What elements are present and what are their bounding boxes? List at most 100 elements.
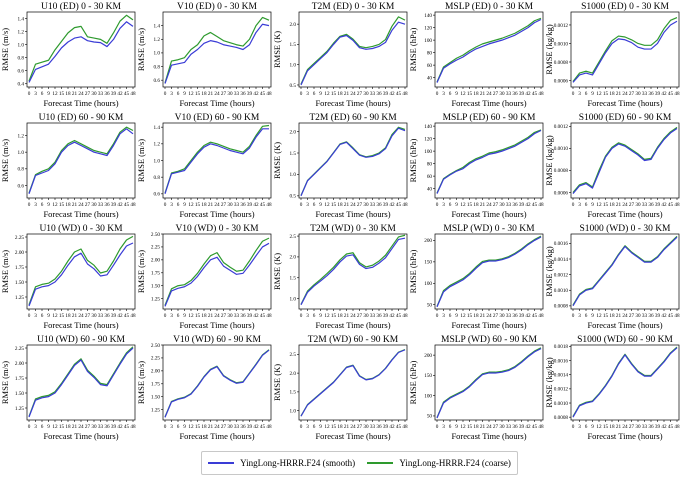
y-tick-label: 0.0018 xyxy=(554,344,569,350)
y-tick-label: 1.0 xyxy=(18,150,25,156)
x-tick-label: 18 xyxy=(337,313,343,319)
series-line-smooth xyxy=(300,237,406,306)
x-tick-label: 48 xyxy=(402,91,408,97)
x-tick-label: 3 xyxy=(34,424,37,430)
x-tick-label: 15 xyxy=(195,313,201,319)
series-line-coarse xyxy=(300,348,406,417)
x-tick-label: 12 xyxy=(52,202,58,208)
x-tick-label: 6 xyxy=(41,313,44,319)
x-tick-label: 18 xyxy=(201,313,207,319)
legend-swatch-coarse xyxy=(367,462,394,464)
x-tick-label: 24 xyxy=(622,202,628,208)
x-tick-label: 39 xyxy=(383,424,389,430)
x-tick-label: 9 xyxy=(591,313,594,319)
x-tick-label: 45 xyxy=(396,91,402,97)
series-line-smooth xyxy=(300,349,406,417)
x-tick-label: 24 xyxy=(350,91,356,97)
x-tick-label: 36 xyxy=(240,313,246,319)
x-tick-label: 6 xyxy=(449,202,452,208)
x-tick-label: 6 xyxy=(177,313,180,319)
x-tick-label: 3 xyxy=(306,202,309,208)
x-tick-label: 27 xyxy=(493,202,499,208)
y-tick-label: 0.0016 xyxy=(554,241,569,247)
x-tick-label: 6 xyxy=(585,91,588,97)
x-tick-label: 36 xyxy=(104,202,110,208)
chart-title: MSLP (WD) 0 - 30 KM xyxy=(443,223,535,234)
y-tick-label: 40 xyxy=(427,75,433,81)
x-tick-label: 15 xyxy=(603,424,609,430)
x-tick-label: 12 xyxy=(52,91,58,97)
chart-panel-3: MSLP (ED) 0 - 30 KM0 3 6 9 12 15 18 21 24 27 30 33 3… xyxy=(408,1,544,108)
x-tick-label: 45 xyxy=(124,91,130,97)
plot-frame xyxy=(162,344,272,421)
y-tick-label: 2.25 xyxy=(15,235,24,241)
series-line-coarse xyxy=(28,126,134,194)
series-line-smooth xyxy=(572,236,678,307)
x-axis-label: Forecast Time (hours) xyxy=(315,209,390,219)
y-tick-label: 1.75 xyxy=(15,376,24,382)
x-tick-label: 9 xyxy=(47,313,50,319)
x-tick-label: 30 xyxy=(499,313,505,319)
y-tick-label: 1.4 xyxy=(154,23,161,29)
x-tick-label: 39 xyxy=(519,424,525,430)
x-tick-label: 39 xyxy=(655,313,661,319)
x-tick-label: 42 xyxy=(389,424,395,430)
x-tick-label: 42 xyxy=(525,202,531,208)
x-tick-label: 45 xyxy=(668,91,674,97)
x-tick-label: 21 xyxy=(72,202,78,208)
x-tick-label: 3 xyxy=(170,202,173,208)
x-tick-label: 15 xyxy=(603,202,609,208)
y-tick-label: 0.8 xyxy=(154,64,161,70)
y-tick-label: 0.0016 xyxy=(554,358,569,364)
chart-title: S1000 (ED) 0 - 30 KM xyxy=(581,1,669,12)
x-tick-label: 42 xyxy=(389,313,395,319)
x-tick-label: 48 xyxy=(674,313,680,319)
y-tick-label: 1.50 xyxy=(151,284,160,290)
x-tick-label: 42 xyxy=(253,313,259,319)
x-tick-label: 12 xyxy=(188,424,194,430)
x-axis-label: Forecast Time (hours) xyxy=(315,431,390,441)
x-tick-label: 3 xyxy=(578,424,581,430)
chart-panel-11: V10 (WD) 0 - 30 KM0 3 6 9 12 15 18 21 24 27 30 33 36… xyxy=(136,223,272,330)
x-tick-label: 39 xyxy=(655,424,661,430)
x-tick-label: 42 xyxy=(117,313,123,319)
chart-title: T2M (WD) 0 - 30 KM xyxy=(310,223,396,234)
y-axis-label: RMSE (m/s) xyxy=(0,250,10,293)
chart-title: V10 (WD) 0 - 30 KM xyxy=(175,223,259,234)
x-axis-label: Forecast Time (hours) xyxy=(179,98,254,108)
x-tick-label: 36 xyxy=(376,313,382,319)
x-axis-label: Forecast Time (hours) xyxy=(587,320,662,330)
x-tick-label: 21 xyxy=(480,202,486,208)
x-tick-label: 21 xyxy=(72,91,78,97)
x-tick-label: 3 xyxy=(34,202,37,208)
x-tick-label: 12 xyxy=(188,202,194,208)
x-tick-label: 0 xyxy=(28,202,31,208)
x-tick-label: 0 xyxy=(164,313,167,319)
y-tick-label: 0.0010 xyxy=(554,146,569,152)
x-tick-label: 48 xyxy=(266,202,272,208)
y-tick-label: 60 xyxy=(427,63,433,69)
y-tick-label: 100 xyxy=(424,149,432,155)
chart-panel-7: T2M (ED) 60 - 90 KM0 3 6 9 12 15 18 21 24 27 30 33 3… xyxy=(272,112,408,219)
x-tick-label: 9 xyxy=(183,424,186,430)
x-tick-label: 36 xyxy=(376,424,382,430)
x-tick-label: 18 xyxy=(65,202,71,208)
y-axis-label: RMSE (K) xyxy=(272,31,282,68)
x-tick-label: 0 xyxy=(300,202,303,208)
series-line-coarse xyxy=(28,14,134,82)
series-line-smooth xyxy=(164,242,270,307)
series-line-coarse xyxy=(164,16,270,84)
x-tick-label: 45 xyxy=(124,313,130,319)
x-tick-label: 42 xyxy=(661,424,667,430)
chart-title: U10 (ED) 0 - 30 KM xyxy=(41,1,122,12)
x-tick-label: 18 xyxy=(65,313,71,319)
series-line-coarse xyxy=(436,347,542,418)
x-tick-label: 24 xyxy=(486,202,492,208)
x-tick-label: 33 xyxy=(642,91,648,97)
chart-title: V10 (ED) 60 - 90 KM xyxy=(175,112,260,123)
x-tick-label: 45 xyxy=(396,313,402,319)
y-tick-label: 0.0010 xyxy=(554,401,569,407)
x-tick-label: 27 xyxy=(221,313,227,319)
series-line-smooth xyxy=(436,348,542,419)
series-line-coarse xyxy=(300,234,406,305)
